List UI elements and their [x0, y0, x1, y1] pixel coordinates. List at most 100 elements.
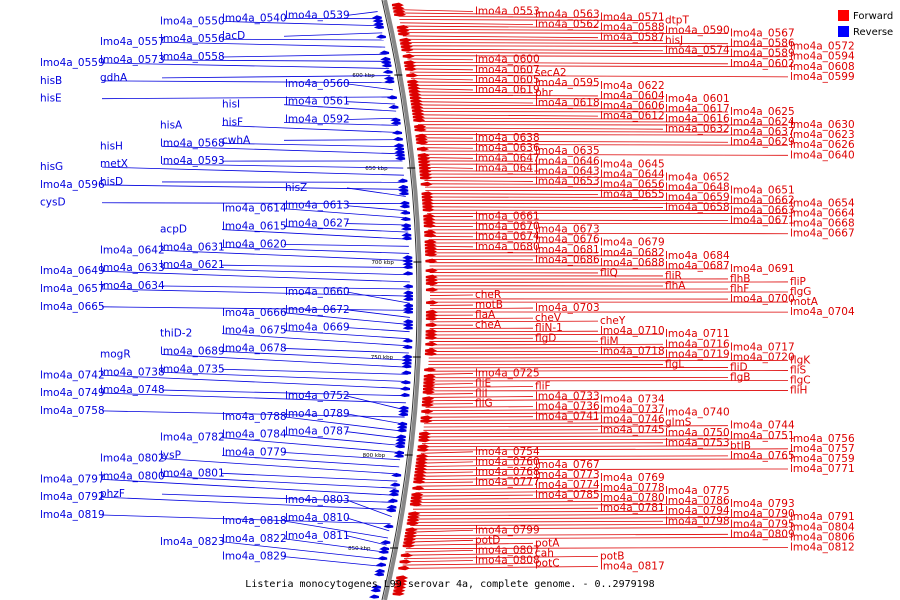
forward-gene-label[interactable]: lmo4a_0737 — [600, 404, 665, 416]
reverse-gene-label[interactable]: lmo4a_0788 — [222, 411, 287, 423]
reverse-gene-label[interactable]: hisI — [222, 99, 240, 111]
reverse-gene-label[interactable]: lmo4a_0592 — [285, 113, 350, 125]
reverse-gene-label[interactable]: hisA — [160, 119, 183, 131]
forward-gene-label[interactable]: lmo4a_0703 — [535, 302, 600, 314]
forward-gene-label[interactable]: lmo4a_0662 — [730, 195, 795, 207]
forward-gene-label[interactable]: lmo4a_0773 — [535, 469, 600, 481]
reverse-gene-label[interactable]: lmo4a_0810 — [285, 512, 350, 524]
forward-gene-label[interactable]: fliP — [790, 276, 806, 288]
forward-gene-label[interactable]: lmo4a_0594 — [790, 51, 855, 63]
reverse-gene-label[interactable]: lmo4a_0818 — [222, 515, 287, 527]
reverse-gene-label[interactable]: lmo4a_0752 — [285, 390, 350, 402]
reverse-gene-label[interactable]: lmo4a_0550 — [160, 15, 225, 27]
forward-gene-label[interactable]: lmo4a_0641 — [475, 162, 540, 174]
reverse-gene-label[interactable]: lmo4a_0789 — [285, 408, 350, 420]
forward-gene-label[interactable]: flgC — [790, 374, 811, 386]
reverse-gene-label[interactable]: lmo4a_0782 — [160, 432, 225, 444]
forward-gene-label[interactable]: lmo4a_0673 — [535, 224, 600, 236]
forward-gene-label[interactable]: lmo4a_0717 — [730, 341, 795, 353]
forward-gene-label[interactable]: glmS — [665, 417, 692, 429]
forward-gene-label[interactable]: lmo4a_0654 — [790, 198, 855, 210]
forward-gene-label[interactable]: lmo4a_0643 — [535, 165, 600, 177]
reverse-gene-label[interactable]: lmo4a_0660 — [285, 286, 350, 298]
reverse-gene-label[interactable]: lmo4a_0823 — [160, 536, 225, 548]
forward-gene-label[interactable]: lmo4a_0734 — [600, 394, 665, 406]
forward-gene-label[interactable]: lmo4a_0688 — [600, 257, 665, 269]
reverse-gene-label[interactable]: lmo4a_0811 — [285, 530, 350, 542]
reverse-gene-label[interactable]: lmo4a_0561 — [285, 96, 350, 108]
forward-gene-label[interactable]: lmo4a_0659 — [665, 192, 730, 204]
forward-gene-label[interactable]: lmo4a_0632 — [665, 123, 730, 135]
forward-gene-label[interactable]: lmo4a_0741 — [535, 411, 600, 423]
forward-gene-label[interactable]: lmo4a_0574 — [665, 45, 730, 57]
forward-gene-label[interactable]: lmo4a_0663 — [730, 205, 795, 217]
reverse-gene-label[interactable]: hisG — [40, 161, 63, 173]
forward-gene-label[interactable]: fliF — [535, 380, 551, 392]
reverse-gene-label[interactable]: lmo4a_0758 — [40, 405, 105, 417]
reverse-gene-label[interactable]: hisE — [40, 93, 62, 105]
forward-gene-label[interactable]: lmo4a_0765 — [730, 450, 795, 462]
forward-gene-label[interactable]: flgL — [665, 358, 684, 370]
forward-gene-label[interactable]: lmo4a_0799 — [475, 524, 540, 536]
forward-gene-label[interactable]: lmo4a_0720 — [730, 351, 795, 363]
reverse-gene-label[interactable]: phzF — [100, 488, 125, 500]
forward-gene-label[interactable]: lmo4a_0774 — [535, 479, 600, 491]
forward-gene-label[interactable]: lmo4a_0710 — [600, 325, 665, 337]
forward-gene-label[interactable]: lmo4a_0599 — [790, 71, 855, 83]
forward-gene-label[interactable]: lmo4a_0606 — [600, 100, 665, 112]
forward-gene-label[interactable]: fliR — [665, 270, 682, 282]
forward-gene-label[interactable]: lmo4a_0716 — [665, 338, 730, 350]
reverse-gene-label[interactable]: lmo4a_0620 — [222, 238, 287, 250]
forward-gene-label[interactable]: lmo4a_0777 — [475, 476, 540, 488]
forward-gene-label[interactable]: lmo4a_0754 — [475, 446, 540, 458]
reverse-gene-label[interactable]: metX — [100, 158, 128, 170]
forward-gene-label[interactable]: lmo4a_0647 — [475, 152, 540, 164]
forward-gene-label[interactable]: cheA — [475, 319, 502, 331]
forward-gene-label[interactable]: secA2 — [535, 67, 567, 79]
forward-gene-label[interactable]: lmo4a_0756 — [790, 433, 855, 445]
forward-gene-label[interactable]: lmo4a_0750 — [665, 427, 730, 439]
forward-gene-label[interactable]: fliH — [790, 385, 807, 397]
reverse-gene-label[interactable]: lmo4a_0657 — [40, 283, 105, 295]
forward-gene-label[interactable]: lmo4a_0767 — [535, 459, 600, 471]
forward-gene-label[interactable]: fliQ — [600, 267, 618, 279]
forward-gene-label[interactable]: lmo4a_0684 — [665, 250, 730, 262]
forward-gene-label[interactable]: lmo4a_0686 — [535, 254, 600, 266]
forward-gene-label[interactable]: lmo4a_0676 — [535, 234, 600, 246]
forward-gene-label[interactable]: lmo4a_0608 — [790, 61, 855, 73]
forward-gene-label[interactable]: lmo4a_0626 — [790, 139, 855, 151]
reverse-gene-label[interactable]: lmo4a_0801 — [160, 467, 225, 479]
forward-gene-label[interactable]: lmo4a_0790 — [730, 508, 795, 520]
forward-gene-label[interactable]: lmo4a_0668 — [790, 218, 855, 230]
forward-gene-label[interactable]: lmo4a_0670 — [475, 221, 540, 233]
forward-gene-label[interactable]: fliS — [790, 364, 807, 376]
reverse-gene-label[interactable]: lmo4a_0596 — [40, 179, 105, 191]
reverse-gene-label[interactable]: lmo4a_0819 — [40, 509, 105, 521]
reverse-gene-label[interactable]: lmo4a_0614 — [222, 203, 287, 215]
reverse-gene-label[interactable]: thiD-2 — [160, 328, 192, 340]
reverse-gene-label[interactable]: lmo4a_0557 — [100, 36, 165, 48]
forward-gene-label[interactable]: flhF — [730, 283, 749, 295]
forward-gene-label[interactable]: lmo4a_0753 — [665, 437, 730, 449]
forward-gene-label[interactable]: lmo4a_0586 — [730, 38, 795, 50]
reverse-gene-label[interactable]: lacD — [222, 30, 245, 42]
reverse-gene-label[interactable]: lmo4a_0748 — [100, 384, 165, 396]
forward-gene-label[interactable]: lmo4a_0785 — [535, 489, 600, 501]
forward-gene-label[interactable]: lmo4a_0745 — [600, 424, 665, 436]
forward-gene-label[interactable]: lmo4a_0664 — [790, 208, 855, 220]
forward-gene-label[interactable]: lmo4a_0725 — [475, 367, 540, 379]
forward-gene-label[interactable]: lmo4a_0653 — [535, 175, 600, 187]
forward-gene-label[interactable]: lmo4a_0775 — [665, 485, 730, 497]
reverse-gene-label[interactable]: gdhA — [100, 72, 128, 84]
reverse-gene-label[interactable]: lmo4a_0802 — [100, 453, 165, 465]
reverse-gene-label[interactable]: lmo4a_0738 — [100, 366, 165, 378]
forward-gene-label[interactable]: lmo4a_0793 — [730, 498, 795, 510]
forward-gene-label[interactable]: lmo4a_0616 — [665, 113, 730, 125]
reverse-gene-label[interactable]: lmo4a_0633 — [100, 262, 165, 274]
forward-gene-label[interactable]: lmo4a_0588 — [600, 22, 665, 34]
forward-gene-label[interactable]: lmo4a_0704 — [790, 306, 855, 318]
reverse-gene-label[interactable]: lmo4a_0803 — [285, 494, 350, 506]
reverse-gene-label[interactable]: lmo4a_0593 — [160, 155, 225, 167]
forward-gene-label[interactable]: lmo4a_0736 — [535, 401, 600, 413]
forward-gene-label[interactable]: lmo4a_0791 — [790, 511, 855, 523]
